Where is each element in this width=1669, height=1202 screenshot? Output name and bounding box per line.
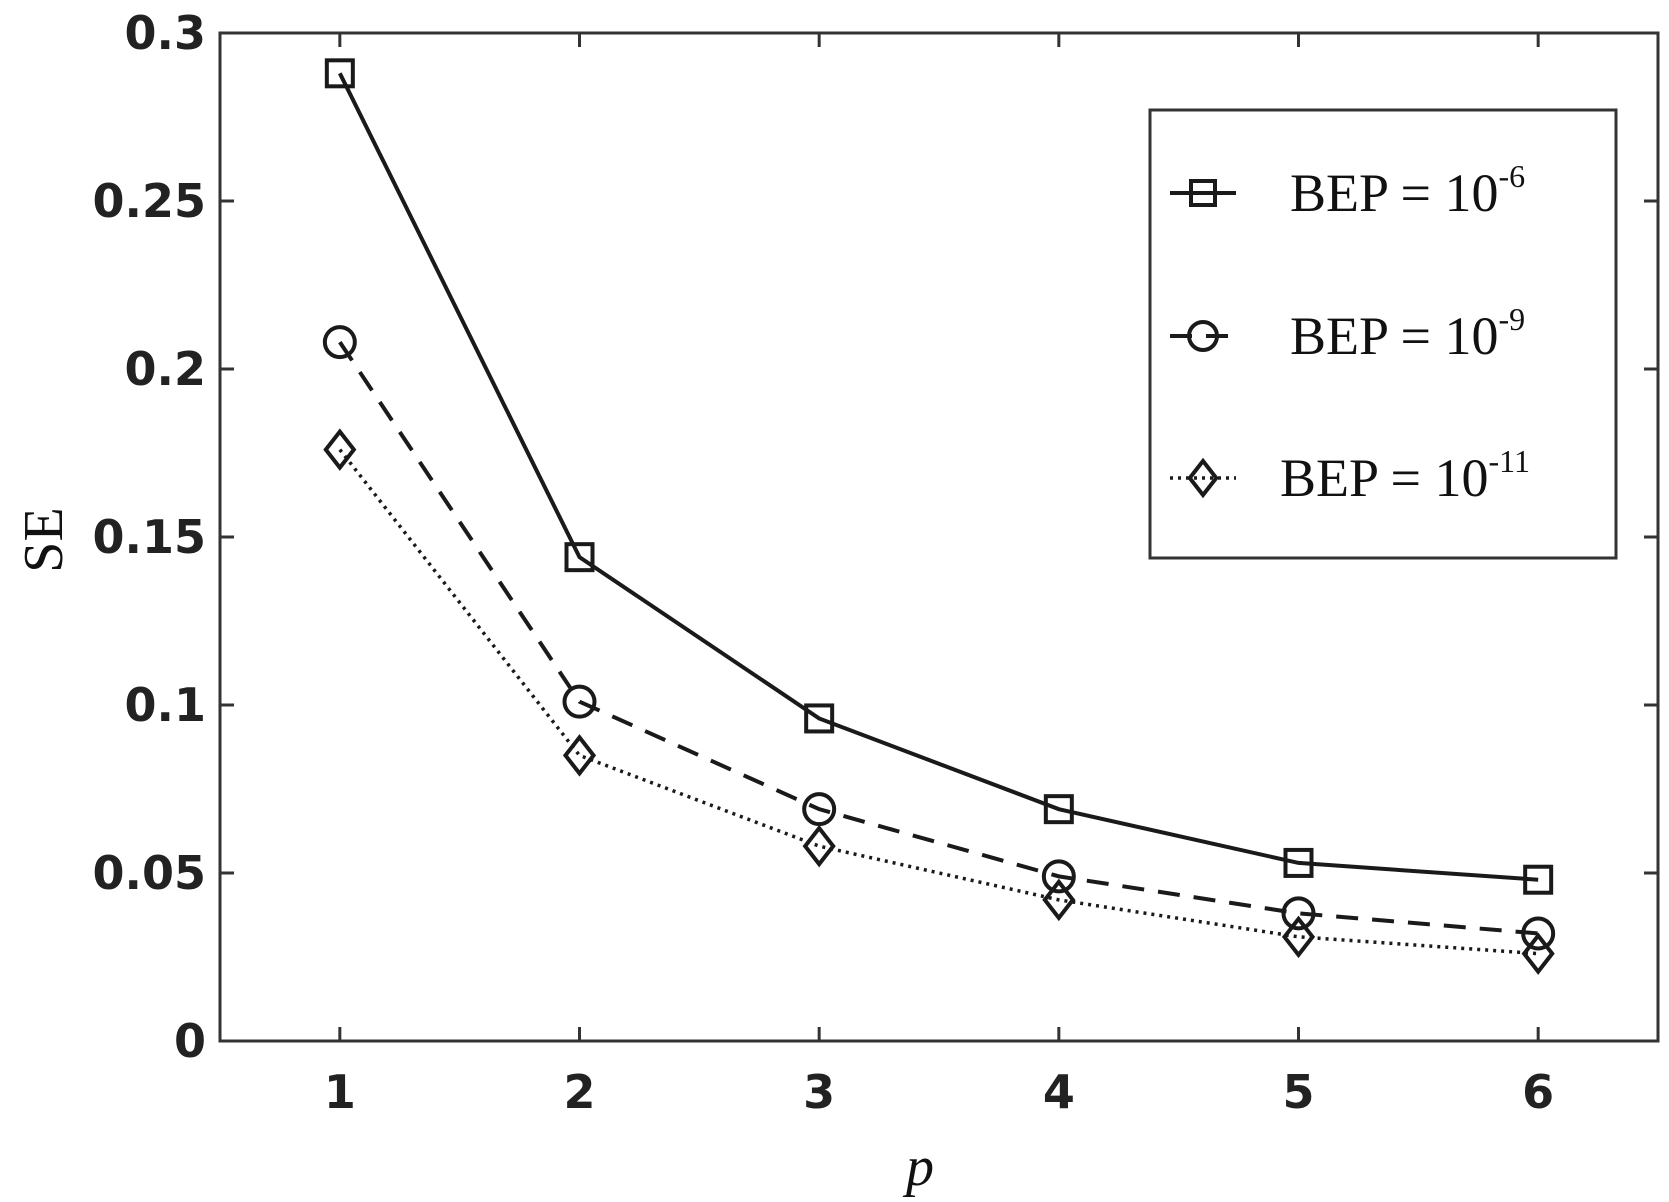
x-tick-label: 2 [563, 1065, 595, 1119]
data-point-diamond [1521, 932, 1555, 975]
x-tick-label: 3 [803, 1065, 835, 1119]
legend-entry: BEP = 10-11 [1170, 443, 1530, 508]
legend-label: BEP = 10-11 [1280, 443, 1530, 508]
data-point-diamond [1042, 878, 1076, 922]
legend-entry: BEP = 10-9 [1170, 301, 1525, 366]
data-point-diamond [1281, 915, 1316, 959]
data-point-circle [1281, 896, 1316, 931]
series-diamond [323, 428, 1555, 975]
y-tick-label: 0.1 [125, 678, 207, 732]
legend: BEP = 10-6 BEP = 10-9 BEP = 10-11 [1148, 108, 1618, 560]
data-point-square [1523, 864, 1554, 895]
data-point-square [564, 542, 595, 573]
legend-label: BEP = 10-6 [1290, 158, 1525, 223]
legend-marker-diamond [1187, 457, 1219, 499]
data-point-square [804, 703, 835, 734]
data-point-diamond [323, 428, 357, 471]
legend-label: BEP = 10-9 [1290, 301, 1525, 366]
x-tick-label: 1 [324, 1065, 356, 1119]
legend-entry: BEP = 10-6 [1170, 158, 1525, 223]
series-circle [322, 325, 1556, 951]
series-line [338, 72, 1539, 882]
data-point-diamond [802, 824, 836, 868]
series-line [338, 341, 1539, 936]
y-axis-label: SE [13, 507, 75, 572]
y-tick-label: 0.3 [125, 6, 207, 60]
legend-marker-circle [1187, 320, 1219, 352]
x-tick-label: 6 [1522, 1065, 1554, 1119]
series-group [322, 58, 1556, 975]
data-point-circle [562, 684, 597, 719]
y-tick-label: 0.15 [93, 510, 207, 564]
y-tick-label: 0.25 [93, 174, 207, 228]
series-square [324, 58, 1554, 895]
legend-marker-square [1189, 179, 1217, 207]
data-point-square [1043, 794, 1074, 825]
data-point-circle [322, 325, 357, 360]
data-point-diamond [562, 734, 597, 777]
x-tick-label: 4 [1043, 1065, 1075, 1119]
y-tick-label: 0 [174, 1014, 206, 1068]
data-point-square [1283, 847, 1314, 878]
data-point-circle [802, 792, 837, 827]
y-tick-label: 0.05 [93, 846, 207, 900]
y-tick-label: 0.2 [125, 342, 207, 396]
data-point-square [324, 58, 355, 89]
x-axis-label: p [902, 1136, 934, 1198]
axes: 1 2 3 4 5 6 0 0.05 0.1 0.15 0.2 0.25 0.3 [93, 6, 1660, 1119]
x-tick-label: 5 [1282, 1065, 1314, 1119]
data-point-circle [1041, 859, 1076, 894]
data-point-circle [1521, 916, 1556, 951]
